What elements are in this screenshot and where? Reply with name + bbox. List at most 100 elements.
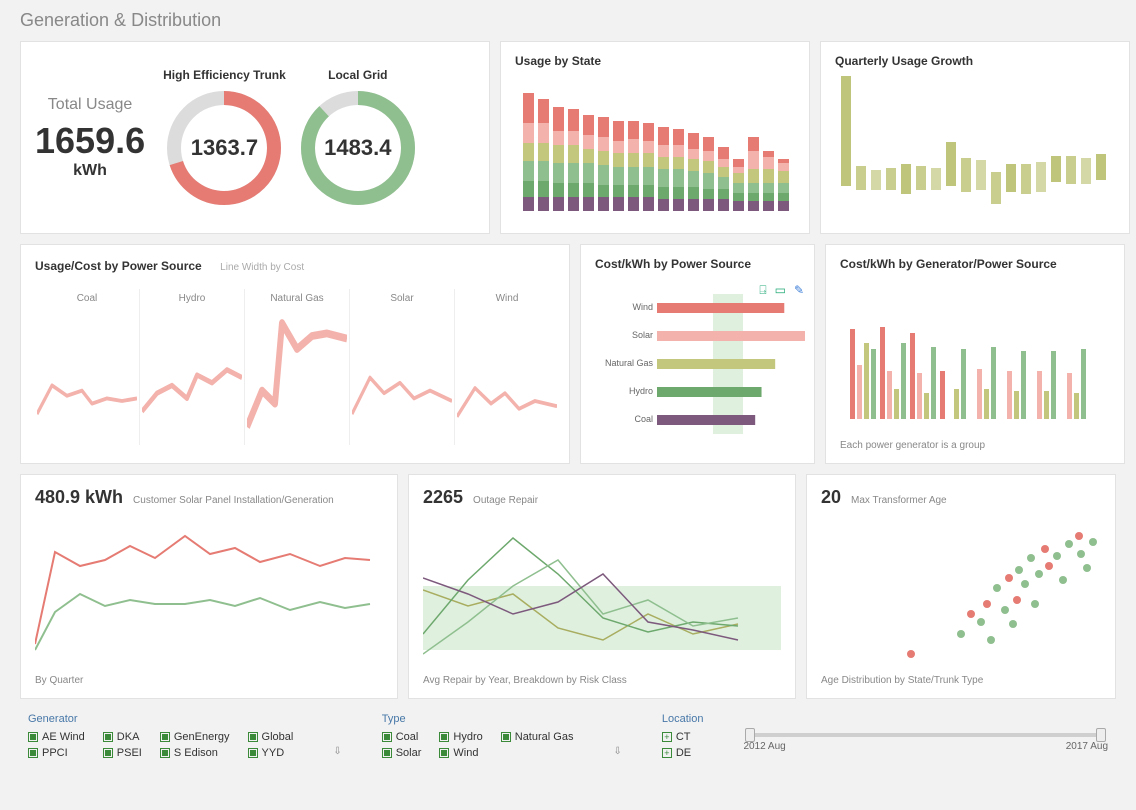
filter-item[interactable]: Solar xyxy=(382,747,422,759)
mini-label: Wind xyxy=(457,293,557,304)
filter-item[interactable]: DKA xyxy=(103,731,142,743)
expand-icon[interactable]: ⇩ xyxy=(333,746,341,759)
checkbox-icon[interactable] xyxy=(382,732,392,742)
donut1-label: High Efficiency Trunk xyxy=(163,68,286,82)
total-usage-value: 1659.6 xyxy=(35,120,145,162)
mini-coal[interactable]: Coal xyxy=(35,289,140,445)
filter-item[interactable]: PPCI xyxy=(28,747,85,759)
cost-kwh-chart[interactable]: WindSolarNatural GasHydroCoal xyxy=(595,279,805,444)
total-usage-unit: kWh xyxy=(35,162,145,180)
filter-item[interactable]: YYD xyxy=(248,747,294,759)
filter-generator: Generator AE Wind PPCI DKA PSEI GenEnergy S E… xyxy=(28,713,293,759)
edit-icon[interactable]: ✎ xyxy=(794,283,804,298)
filter-item-label: GenEnergy xyxy=(174,731,230,743)
solar-value: 480.9 kWh xyxy=(35,487,123,508)
date-slider[interactable]: 2012 Aug 2017 Aug xyxy=(743,713,1108,759)
filter-item-label: AE Wind xyxy=(42,731,85,743)
donut-high-efficiency: High Efficiency Trunk 1363.7 xyxy=(163,68,286,208)
mini-label: Coal xyxy=(37,293,137,304)
mini-hydro[interactable]: Hydro xyxy=(140,289,245,445)
checkbox-icon[interactable] xyxy=(28,732,38,742)
solar-panel-card: 480.9 kWh Customer Solar Panel Installat… xyxy=(20,474,398,699)
quarterly-growth-card: Quarterly Usage Growth xyxy=(820,41,1130,234)
filter-item[interactable]: AE Wind xyxy=(28,731,85,743)
filter-type-title: Type xyxy=(382,713,574,725)
filter-item-label: Global xyxy=(262,731,294,743)
mini-natural-gas[interactable]: Natural Gas xyxy=(245,289,350,445)
svg-text:Coal: Coal xyxy=(634,414,653,424)
svg-text:Wind: Wind xyxy=(632,302,653,312)
mini-wind[interactable]: Wind xyxy=(455,289,559,445)
usage-cost-card: Usage/Cost by Power Source Line Width by… xyxy=(20,244,570,464)
slider-max: 2017 Aug xyxy=(1066,741,1108,752)
expand-icon[interactable]: ⇩ xyxy=(613,746,621,759)
checkbox-icon[interactable] xyxy=(439,748,449,758)
total-usage-block: Total Usage 1659.6 kWh xyxy=(35,96,151,180)
mini-label: Natural Gas xyxy=(247,293,347,304)
checkbox-icon[interactable] xyxy=(248,748,258,758)
filter-item-label: S Edison xyxy=(174,747,218,759)
solar-footer: By Quarter xyxy=(35,675,383,686)
slider-handle-right[interactable] xyxy=(1096,728,1106,742)
checkbox-icon[interactable] xyxy=(501,732,511,742)
transformer-chart[interactable] xyxy=(821,514,1101,664)
filter-item-label: DKA xyxy=(117,731,140,743)
transformer-footer: Age Distribution by State/Trunk Type xyxy=(821,675,1101,686)
solar-chart[interactable] xyxy=(35,514,383,664)
donut1-value: 1363.7 xyxy=(164,88,284,208)
outage-chart[interactable] xyxy=(423,514,781,664)
mini-solar[interactable]: Solar xyxy=(350,289,455,445)
slider-handle-left[interactable] xyxy=(745,728,755,742)
plus-icon[interactable]: + xyxy=(662,732,672,742)
filter-item[interactable]: Hydro xyxy=(439,731,482,743)
usage-by-state-title: Usage by State xyxy=(515,54,795,68)
checkbox-icon[interactable] xyxy=(382,748,392,758)
cost-kwh-gen-title: Cost/kWh by Generator/Power Source xyxy=(840,257,1110,271)
mini-label: Solar xyxy=(352,293,452,304)
filter-item[interactable]: GenEnergy xyxy=(160,731,230,743)
cost-kwh-card: Cost/kWh by Power Source ⍈ ▭ ✎ Wind Solar… xyxy=(580,244,815,464)
plus-icon[interactable]: + xyxy=(662,748,672,758)
outage-footer: Avg Repair by Year, Breakdown by Risk Cl… xyxy=(423,675,781,686)
filter-item[interactable]: S Edison xyxy=(160,747,230,759)
usage-cost-subtitle: Line Width by Cost xyxy=(220,262,304,273)
cost-kwh-gen-card: Cost/kWh by Generator/Power Source Each … xyxy=(825,244,1125,464)
usage-cost-title: Usage/Cost by Power Source xyxy=(35,259,202,273)
maximize-icon[interactable]: ▭ xyxy=(775,283,786,298)
checkbox-icon[interactable] xyxy=(248,732,258,742)
donut-local-grid: Local Grid 1483.4 xyxy=(298,68,418,208)
checkbox-icon[interactable] xyxy=(439,732,449,742)
outage-title: Outage Repair xyxy=(473,495,538,506)
cost-kwh-title: Cost/kWh by Power Source xyxy=(595,257,800,271)
filter-location: Location +CT+DE xyxy=(662,713,704,759)
svg-text:Solar: Solar xyxy=(632,330,653,340)
cost-kwh-gen-chart[interactable] xyxy=(840,279,1110,429)
checkbox-icon[interactable] xyxy=(28,748,38,758)
filter-item-label: Hydro xyxy=(453,731,482,743)
checkbox-icon[interactable] xyxy=(103,748,113,758)
filter-item[interactable]: + CT xyxy=(662,731,704,743)
filter-item-label: CT xyxy=(676,731,691,743)
transformer-value: 20 xyxy=(821,487,841,508)
quarterly-growth-chart[interactable] xyxy=(835,76,1115,216)
card-toolbar: ⍈ ▭ ✎ xyxy=(759,283,804,298)
checkbox-icon[interactable] xyxy=(160,732,170,742)
svg-text:Natural Gas: Natural Gas xyxy=(605,358,654,368)
filter-item[interactable]: Wind xyxy=(439,747,482,759)
filter-item[interactable]: Coal xyxy=(382,731,422,743)
filter-item[interactable]: Global xyxy=(248,731,294,743)
totals-card: Total Usage 1659.6 kWh High Efficiency T… xyxy=(20,41,490,234)
checkbox-icon[interactable] xyxy=(160,748,170,758)
export-icon[interactable]: ⍈ xyxy=(759,283,766,298)
filter-item-label: PSEI xyxy=(117,747,142,759)
filter-item[interactable]: Natural Gas xyxy=(501,731,574,743)
checkbox-icon[interactable] xyxy=(103,732,113,742)
usage-by-state-card: Usage by State xyxy=(500,41,810,234)
filter-generator-title: Generator xyxy=(28,713,293,725)
outage-value: 2265 xyxy=(423,487,463,508)
filter-item[interactable]: PSEI xyxy=(103,747,142,759)
mini-label: Hydro xyxy=(142,293,242,304)
filter-item[interactable]: +DE xyxy=(662,747,704,759)
quarterly-growth-title: Quarterly Usage Growth xyxy=(835,54,1115,68)
usage-by-state-chart[interactable] xyxy=(515,76,795,216)
